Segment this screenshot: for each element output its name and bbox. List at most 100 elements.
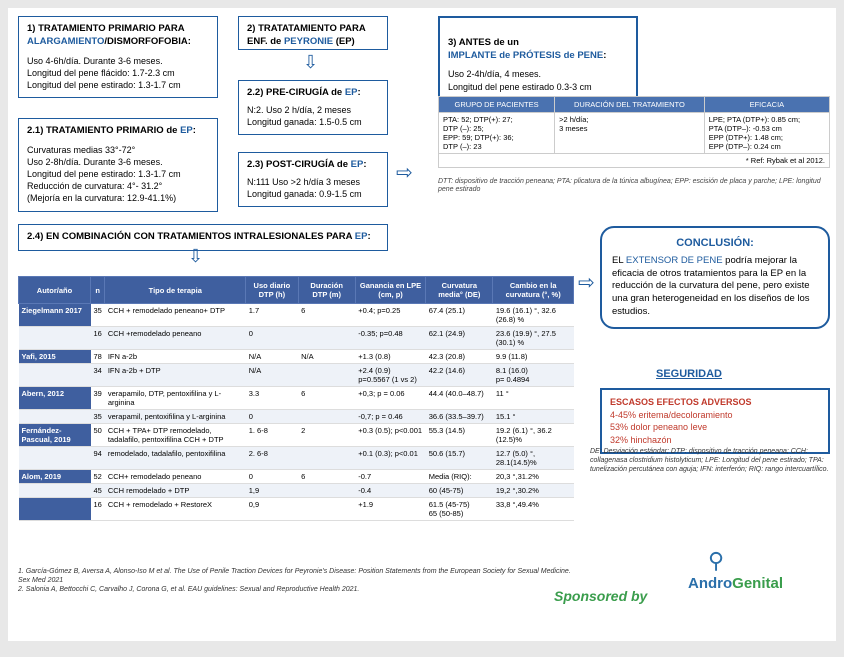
therapy-td [298,327,355,350]
therapy-td [19,327,91,350]
box23-l2: Longitud ganada: 0.9-1.5 cm [247,188,379,200]
therapy-td: 23.6 (19.9) °, 27.5 (30.1) % [493,327,574,350]
therapy-td: 6 [298,304,355,327]
therapy-td: +0.3 (0.5); p<0.001 [355,424,425,447]
therapy-td: CCH remodelado + DTP [105,484,246,498]
box1-l2: Longitud del pene flácido: 1.7-2.3 cm [27,67,209,79]
box22-l1: N:2. Uso 2 h/día, 2 meses [247,104,379,116]
therapy-td [19,484,91,498]
box-ep-primary: 2.1) TRATAMIENTO PRIMARIO de EP: Curvatu… [18,118,218,212]
therapy-td: 20,3 °,31.2% [493,470,574,484]
therapy-td: CCH+ remodelado peneano [105,470,246,484]
therapy-td: 6 [298,470,355,484]
therapy-th: Autor/año [19,277,91,304]
box21-l2: Uso 2-8h/día. Durante 3-6 meses. [27,156,209,168]
therapy-td [19,498,91,521]
seg-l3: 32% hinchazón [610,434,820,447]
logo-icon: ⚲ [708,548,724,574]
eff-th: GRUPO DE PACIENTES [439,97,555,113]
box-primary-lengthening: 1) TRATAMIENTO PRIMARIO PARA ALARGAMIENT… [18,16,218,98]
therapy-td: 8.1 (16.0) p= 0.4894 [493,364,574,387]
box22-l2: Longitud ganada: 1.5-0.5 cm [247,116,379,128]
therapy-td: Alom, 2019 [19,470,91,484]
box1-title: 1) TRATAMIENTO PRIMARIO PARA ALARGAMIENT… [27,23,209,49]
therapy-td: +2.4 (0.9) p=0.5567 (1 vs 2) [355,364,425,387]
eff-note: DTT: dispositivo de tracción peneana; PT… [438,178,830,195]
therapy-td: CCH + remodelado + RestoreX [105,498,246,521]
box3-l1: Uso 2-4h/día, 4 meses. [448,68,628,80]
therapy-td: +1.3 (0.8) [355,350,425,364]
therapy-td: 34 [91,364,105,387]
box-pre-surgery: 2.2) PRE-CIRUGÍA de EP: N:2. Uso 2 h/día… [238,80,388,135]
seguridad-title: SEGURIDAD [656,368,722,380]
therapy-td [19,410,91,424]
therapy-td: Yafi, 2015 [19,350,91,364]
therapy-td: Media (RIQ): [426,470,493,484]
box21-l1: Curvaturas medias 33°-72° [27,144,209,156]
sponsor-text: Sponsored by [554,588,647,604]
therapy-td [298,498,355,521]
therapy-td: 35 [91,304,105,327]
therapy-td: +0.1 (0.3); p<0.01 [355,447,425,470]
therapy-td: IFN a-2b + DTP [105,364,246,387]
therapy-td: 1.7 [246,304,298,327]
therapy-td: 19.2 (6.1) °, 36.2 (12.5)% [493,424,574,447]
therapy-td: 1,9 [246,484,298,498]
therapy-td: N/A [298,350,355,364]
abbr-note: DE: Desviación estándar; DTP: dispositiv… [590,448,830,474]
box2-title: 2) TRATATAMIENTO PARA ENF. de PEYRONIE (… [247,23,379,49]
box1-l1: Uso 4-6h/día. Durante 3-6 meses. [27,55,209,67]
therapy-td: CCH + TPA+ DTP remodelado, tadalafilo, p… [105,424,246,447]
therapy-td: 67.4 (25.1) [426,304,493,327]
ref-2: 2. Salonia A, Bettocchi C, Carvalho J, C… [18,586,574,595]
therapy-td: 42.3 (20.8) [426,350,493,364]
therapy-td: remodelado, tadalafilo, pentoxifilina [105,447,246,470]
therapy-th: Duración DTP (m) [298,277,355,304]
conclusion-body: EL EXTENSOR DE PENE podría mejorar la ef… [612,255,818,319]
therapy-td: 62.1 (24.9) [426,327,493,350]
box23-title: 2.3) POST-CIRUGÍA de EP: [247,159,379,172]
box21-l3: Longitud del pene estirado: 1.3-1.7 cm [27,168,209,180]
therapy-td: verapamil, pentoxifilina y L-arginina [105,410,246,424]
therapy-td: 19,2 °,30.2% [493,484,574,498]
therapy-td [298,447,355,470]
therapy-td: 16 [91,327,105,350]
logo: AndroGenital [688,575,783,592]
box21-l5: (Mejoría en la curvatura: 12.9-41.1%) [27,192,209,204]
therapy-td: +0.4; p=0.25 [355,304,425,327]
therapy-td [298,410,355,424]
therapy-td: IFN a-2b [105,350,246,364]
therapy-td: -0.4 [355,484,425,498]
therapy-td: 52 [91,470,105,484]
therapy-td: 2. 6-8 [246,447,298,470]
therapy-td: +1.9 [355,498,425,521]
therapy-td: 45 [91,484,105,498]
therapy-td: 12.7 (5.0) °, 28.1(14.5)% [493,447,574,470]
therapy-td: -0.35; p=0.48 [355,327,425,350]
therapy-td: 9.9 (11.8) [493,350,574,364]
eff-th: EFICACIA [704,97,829,113]
eff-ref: * Ref: Rybak et al 2012. [439,154,830,168]
therapy-td: Abern, 2012 [19,387,91,410]
therapy-td: 55.3 (14.5) [426,424,493,447]
efficacy-table: GRUPO DE PACIENTES DURACIÓN DEL TRATAMIE… [438,96,830,168]
seg-l1: 4-45% eritema/decoloramiento [610,409,820,422]
therapy-td: CCH + remodelado peneano+ DTP [105,304,246,327]
therapy-td: 42.2 (14.6) [426,364,493,387]
box-post-surgery: 2.3) POST-CIRUGÍA de EP: N:111 Uso >2 h/… [238,152,388,207]
therapy-td: 60 (45-75) [426,484,493,498]
eff-td: LPE; PTA (DTP+): 0.85 cm; PTA (DTP–): -0… [704,113,829,154]
box3-l2: Longitud del pene estirado 0.3-3 cm [448,81,628,93]
arrow-down-icon: ⇩ [188,246,203,267]
therapy-td: 61.5 (45-75) 65 (50-85) [426,498,493,521]
box22-title: 2.2) PRE-CIRUGÍA de EP: [247,87,379,100]
therapy-td: 11 ° [493,387,574,410]
therapy-td: 78 [91,350,105,364]
therapy-td: +0,3; p = 0.06 [355,387,425,410]
therapy-th: Curvatura media° (DE) [426,277,493,304]
therapy-td: 15.1 ° [493,410,574,424]
therapy-td: 44.4 (40.0–48.7) [426,387,493,410]
eff-td: >2 h/día; 3 meses [555,113,705,154]
box24-title: 2.4) EN COMBINACIÓN CON TRATAMIENTOS INT… [27,231,379,244]
therapy-th: Cambio en la curvatura (°, %) [493,277,574,304]
